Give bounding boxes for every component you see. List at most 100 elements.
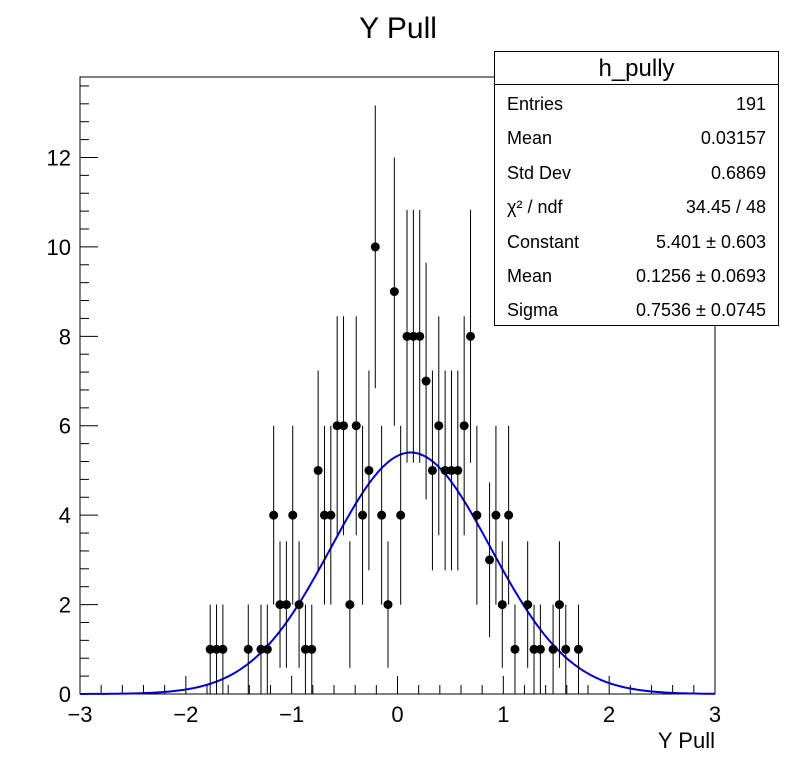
point-marker xyxy=(402,331,412,341)
point-marker xyxy=(497,600,507,610)
point-marker xyxy=(319,510,329,520)
point-marker xyxy=(485,555,495,565)
stats-value: 0.7536 ± 0.0745 xyxy=(636,300,766,321)
data-point xyxy=(389,157,399,426)
data-point xyxy=(269,425,279,605)
stats-value: 0.03157 xyxy=(700,128,766,149)
point-marker xyxy=(446,465,456,475)
point-marker xyxy=(573,644,583,654)
point-marker xyxy=(332,421,342,431)
y-tick-label: 2 xyxy=(59,593,71,618)
data-point xyxy=(370,105,380,389)
stats-label: Entries xyxy=(507,94,564,114)
point-marker xyxy=(529,644,539,654)
data-point xyxy=(212,604,222,694)
point-marker xyxy=(466,331,476,341)
stats-label: Mean xyxy=(507,128,553,149)
data-point xyxy=(573,604,583,694)
point-marker xyxy=(294,600,304,610)
point-marker xyxy=(389,287,399,297)
stats-value: 0.6869 xyxy=(710,162,766,183)
data-point xyxy=(256,604,266,694)
data-point xyxy=(453,370,463,571)
point-marker xyxy=(313,465,323,475)
data-point xyxy=(446,370,456,571)
x-tick-label: 3 xyxy=(709,702,721,727)
y-tick-label: 6 xyxy=(59,414,71,439)
data-point xyxy=(523,541,533,668)
data-point xyxy=(497,541,507,668)
data-point xyxy=(440,370,450,571)
stats-label: Constant xyxy=(507,231,580,252)
data-point xyxy=(472,425,482,605)
point-marker xyxy=(561,644,571,654)
point-marker xyxy=(326,510,336,520)
data-point xyxy=(358,425,368,605)
point-marker xyxy=(212,644,222,654)
stats-row: Mean 0.03157 xyxy=(507,121,766,155)
point-marker xyxy=(205,644,215,654)
point-marker xyxy=(262,644,272,654)
point-marker xyxy=(554,600,564,610)
data-point xyxy=(307,604,317,694)
data-point xyxy=(459,316,469,536)
data-point xyxy=(281,541,291,668)
point-marker xyxy=(243,644,253,654)
data-point xyxy=(288,425,298,605)
stats-label: Std Dev xyxy=(507,162,572,183)
data-point xyxy=(262,604,272,694)
stats-box: h_pully Entries 191 Mean 0.03157 Std Dev 0.68… xyxy=(494,51,779,326)
y-tick-label: 8 xyxy=(59,324,71,349)
point-marker xyxy=(459,421,469,431)
point-marker xyxy=(408,331,418,341)
stats-row: Std Dev 0.6869 xyxy=(507,156,766,190)
data-point xyxy=(275,541,285,668)
x-tick-label: −1 xyxy=(279,702,304,727)
data-point xyxy=(351,316,361,536)
gaussian-fit-curve xyxy=(79,451,716,695)
x-tick-label: 0 xyxy=(391,702,403,727)
x-tick-label: 2 xyxy=(603,702,615,727)
x-tick-label: −2 xyxy=(173,702,198,727)
data-point xyxy=(504,425,514,605)
data-point xyxy=(491,425,501,605)
y-axis: 0 2 4 6 8 10 12 xyxy=(47,85,98,707)
data-point xyxy=(218,604,228,694)
point-marker xyxy=(523,600,533,610)
point-marker xyxy=(256,644,266,654)
stats-label: Sigma xyxy=(507,300,559,321)
data-point xyxy=(326,425,336,605)
stats-title: h_pully xyxy=(495,52,778,85)
chart-title: Y Pull xyxy=(359,12,437,45)
point-marker xyxy=(269,510,279,520)
point-marker xyxy=(434,421,444,431)
stats-value: 34.45 / 48 xyxy=(685,197,766,218)
stats-label: Mean xyxy=(507,266,553,286)
data-point xyxy=(466,209,476,463)
point-marker xyxy=(510,644,520,654)
point-marker xyxy=(548,644,558,654)
stats-value: 5.401 ± 0.603 xyxy=(656,231,766,252)
point-marker xyxy=(275,600,285,610)
stats-value: 0.1256 ± 0.0693 xyxy=(636,266,766,286)
data-point xyxy=(345,541,355,668)
point-marker xyxy=(396,510,406,520)
data-point xyxy=(434,316,444,536)
data-point xyxy=(485,482,495,638)
point-marker xyxy=(300,644,310,654)
point-marker xyxy=(339,421,349,431)
data-point xyxy=(396,425,406,605)
point-marker xyxy=(364,465,374,475)
point-marker xyxy=(358,510,368,520)
data-point xyxy=(427,370,437,571)
point-marker xyxy=(504,510,514,520)
x-axis-label: Y Pull xyxy=(658,728,715,753)
data-point xyxy=(364,370,374,571)
data-point xyxy=(383,541,393,668)
x-tick-label: −3 xyxy=(67,702,92,727)
point-marker xyxy=(218,644,228,654)
y-tick-label: 12 xyxy=(47,145,71,170)
point-marker xyxy=(370,242,380,252)
point-marker xyxy=(472,510,482,520)
